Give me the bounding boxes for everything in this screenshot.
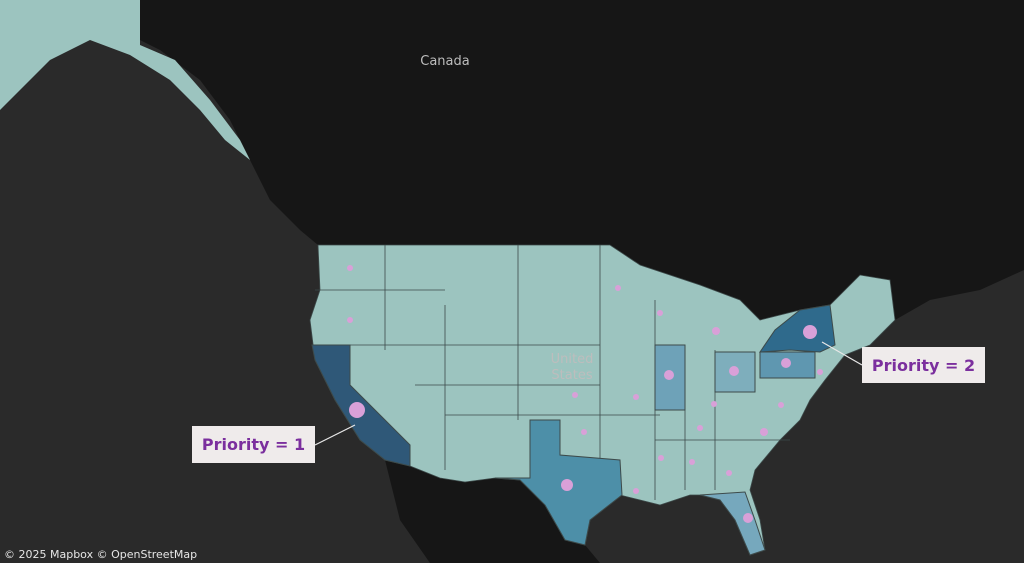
country-label: United States	[550, 352, 594, 383]
attribution: © 2025 Mapbox © OpenStreetMap	[4, 548, 198, 561]
annotation: Priority = 1	[192, 426, 315, 463]
callout-line	[314, 424, 356, 446]
florida	[699, 491, 766, 556]
texas	[494, 419, 623, 546]
canada-land	[140, 0, 1024, 320]
new-york	[759, 304, 836, 353]
markers	[347, 265, 823, 523]
country-label: Canada	[420, 54, 470, 69]
annotation: Priority = 2	[862, 347, 985, 383]
alaska	[0, 0, 250, 160]
callout-line	[821, 341, 863, 366]
mexico-land	[385, 460, 600, 563]
